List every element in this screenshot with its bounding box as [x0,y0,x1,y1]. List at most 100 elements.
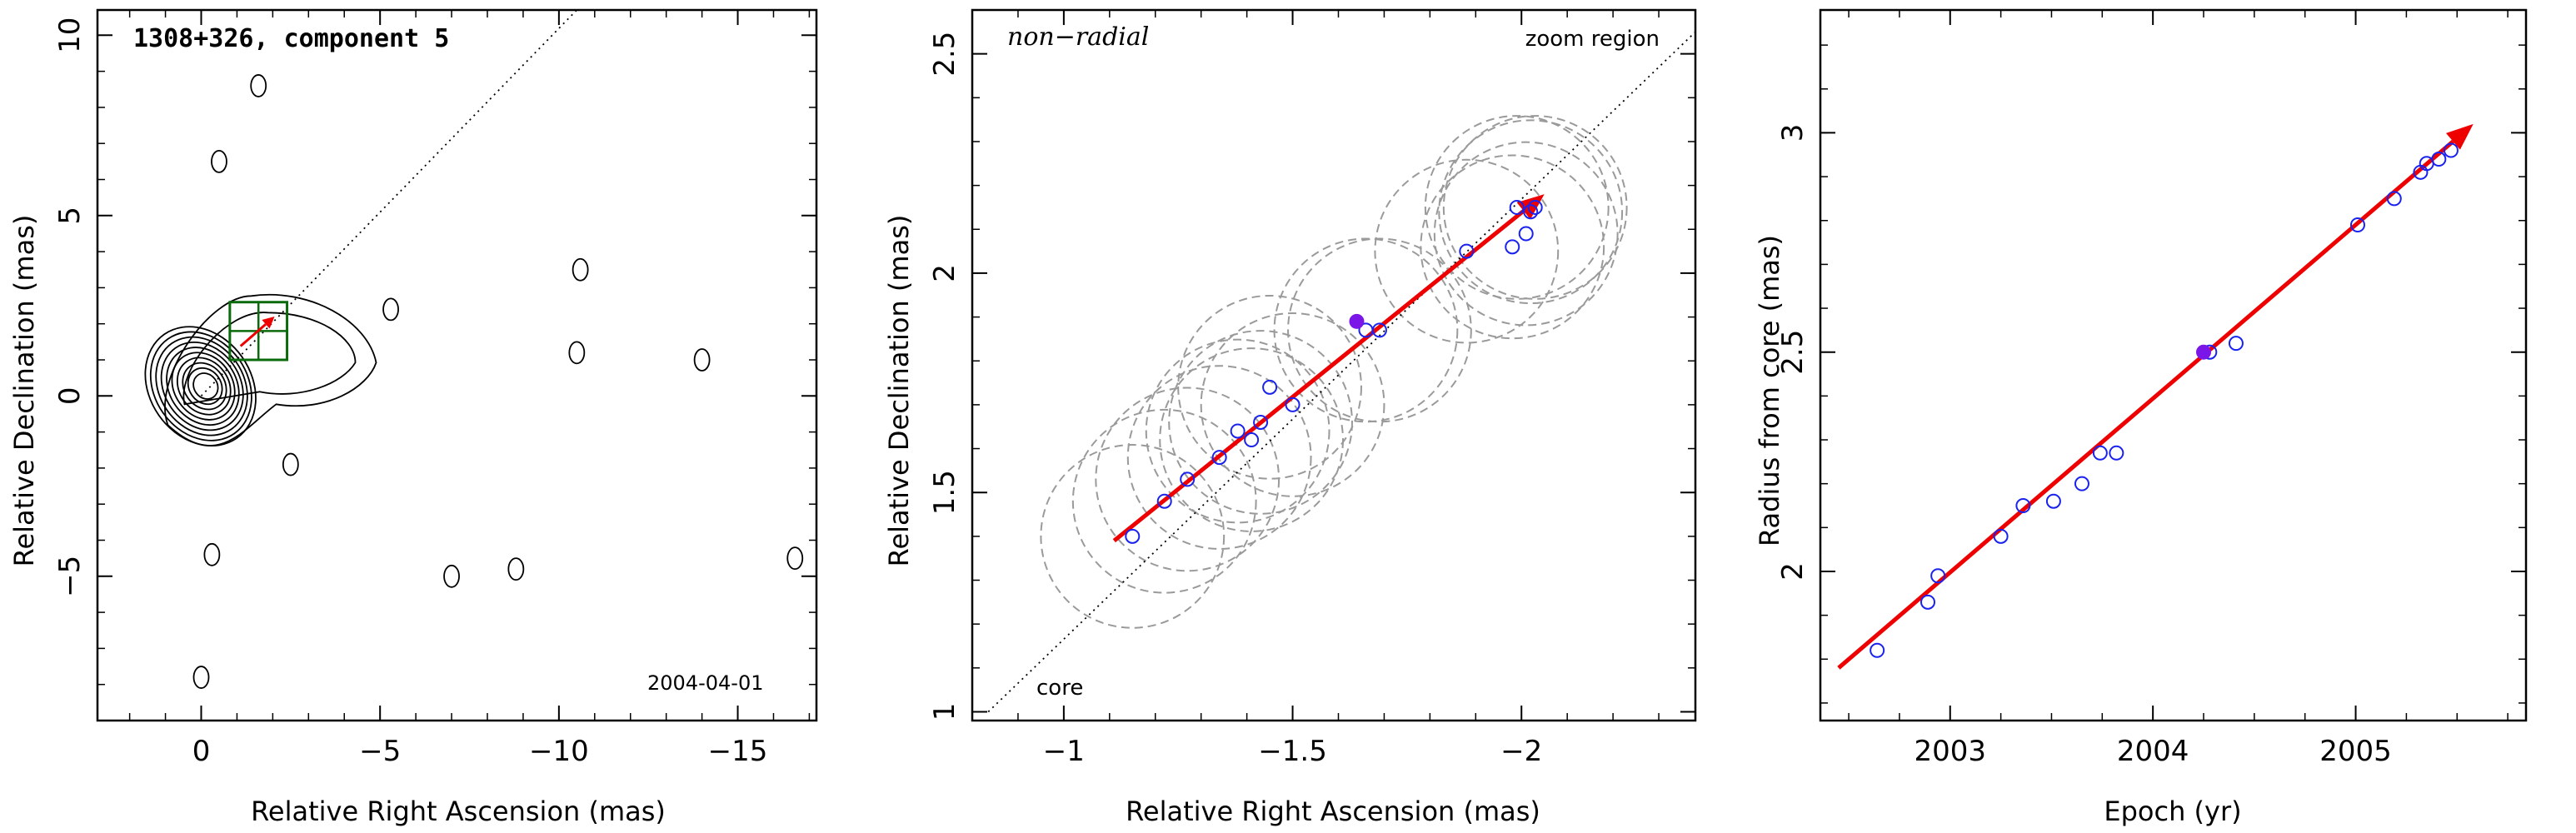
x-axis-title: Relative Right Ascension (mas) [251,796,666,827]
data-point [2045,493,2061,509]
data-point [2228,336,2244,352]
plot-frame [96,8,818,722]
data-point [2092,445,2108,461]
data-point [2109,445,2124,461]
x-axis-title: Epoch (yr) [2104,796,2241,827]
contour-island [192,666,210,689]
contour-island [211,149,227,173]
panel-radius: 2003 2004 2005 2 2.5 3 Epoch (yr) Radius from… [1754,8,2528,827]
y-tick-label: 3 [1776,124,1810,142]
contour-island [443,564,460,588]
data-point [1518,226,1534,242]
data-point [1459,243,1475,259]
y-axis-title: Relative Declination (mas) [883,215,915,567]
contour-level [171,352,236,421]
contour-island [203,542,221,566]
data-point [1253,414,1269,430]
plot-frame [1819,8,2528,722]
contour-island [572,257,589,282]
x-tick-label: −10 [529,735,589,768]
chart-title: non−radial [1007,22,1149,52]
data-point [1230,423,1246,439]
y-tick-label: 1.5 [928,470,961,515]
data-point [1930,568,1946,584]
contour-island [250,74,267,97]
y-tick-label: 5 [53,207,87,225]
ridge-line [200,9,577,397]
fit-arrowhead [262,317,275,329]
current-epoch-point [2196,344,2212,360]
gaussian-circle [1433,141,1619,327]
gaussian-circle [1177,294,1362,480]
contour-level [187,367,223,406]
gaussian-circle [1071,408,1257,594]
fit-arrow [1837,123,2474,670]
data-point [1285,397,1300,412]
data-point [1527,199,1543,215]
x-tick-label: 0 [192,735,211,768]
fit-arrow [239,317,275,347]
data-point [1870,642,1885,658]
gaussian-circle [1159,347,1344,532]
gaussian-circle [1168,330,1353,515]
contour-level [144,326,257,446]
panel-zoom: −1 −1.5 −211.522.5 non−radial zoom region … [883,8,1697,827]
data-point [1371,322,1387,338]
data-point [1211,450,1227,466]
fit-line [1837,139,2455,670]
y-tick-label: 10 [53,17,87,53]
core-label: core [1036,676,1083,701]
y-tick-label: 2.5 [1776,330,1810,375]
gaussian-circle [1438,119,1624,305]
epoch-label: 2004-04-01 [647,671,763,695]
fit-line [1112,209,1525,543]
data-point [1125,528,1141,544]
data-point [2443,142,2459,158]
component-positions [1125,199,1543,544]
data-point [1523,204,1539,220]
axes: 0 −5 −10 −15 −5 0 5 10 [53,8,818,768]
axes: −1 −1.5 −2 1 1.5 2 2.5 [928,8,1697,768]
gaussian-circle [1442,115,1628,300]
contour-level [192,372,219,400]
gaussian-circle [1287,237,1472,423]
contour-map [144,74,804,689]
contour-outer [164,293,377,446]
gaussian-circle [1145,338,1330,524]
contour-level [155,336,248,436]
gaussian-circle [1095,387,1281,572]
data-point [2074,476,2089,491]
chart-title: 1308+326, component 5 [133,24,449,53]
gaussian-circle [1420,154,1605,340]
contour-level [182,312,357,406]
x-tick-label: 2005 [2319,735,2392,768]
zoom-region-label: zoom region [1525,27,1660,52]
data-point [1920,594,1935,610]
y-tick-label: 2 [1776,562,1810,581]
gaussian-circle [1126,365,1312,550]
y-axis-title: Radius from core (mas) [1754,235,1785,546]
data-point [2015,497,2031,513]
data-point [1993,528,2009,544]
gaussian-circle [1200,312,1385,497]
gaussian-circle [1374,158,1560,344]
ridge-line [987,31,1696,713]
fit-line [239,323,267,347]
y-axis-title: Relative Declination (mas) [8,215,40,567]
x-tick-label: −1 [1043,735,1085,768]
axes: 2003 2004 2005 2 2.5 3 [1776,8,2528,768]
x-tick-label: −5 [359,735,401,768]
contour-island [382,297,399,322]
y-tick-label: 2.5 [928,32,961,77]
contour-island [507,557,525,581]
contour-island [786,546,804,571]
panel-map: 0 −5 −10 −15 −5 0 5 10 1308+326, component 5 20… [8,8,818,827]
plot-frame [971,8,1697,722]
data-point [1262,379,1278,395]
gaussian-components [1040,115,1628,629]
contour-island [568,341,586,365]
gaussian-circle [1040,443,1226,629]
y-tick-label: 2 [928,264,961,282]
x-tick-label: −1.5 [1258,735,1327,768]
